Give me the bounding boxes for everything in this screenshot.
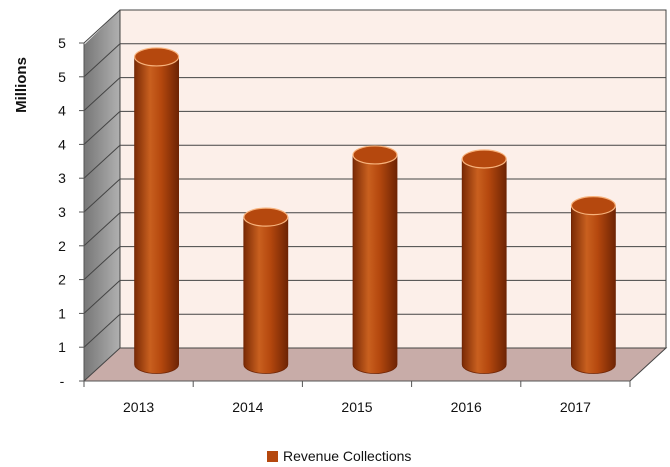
gridline-side [83, 43, 121, 78]
gridline-side [83, 111, 121, 145]
bar-top [352, 145, 398, 165]
y-tick-label: 4 [58, 103, 66, 119]
bar-top [243, 207, 289, 227]
gridline-side [83, 280, 121, 314]
y-tick-label: 3 [58, 170, 66, 186]
y-tick-label: - [60, 373, 65, 389]
gridline-side [83, 212, 121, 247]
x-tick-label: 2017 [560, 399, 591, 415]
y-axis-title: Millions [13, 57, 30, 113]
legend-swatch [267, 450, 278, 462]
bar-body [461, 158, 507, 374]
gridline-side [83, 144, 121, 179]
y-tick-label: 5 [58, 35, 66, 51]
gridline-side [83, 77, 121, 111]
bar-top [134, 47, 180, 67]
bar-body [352, 154, 398, 374]
bar [352, 145, 398, 374]
gridline-side [83, 246, 121, 280]
bar-body [571, 205, 616, 374]
y-tick-label: 1 [58, 305, 66, 321]
bar-body [243, 216, 289, 374]
x-axis: 2013 2014 2015 2016 2017 [83, 380, 631, 415]
y-axis: - 1 1 2 2 3 3 4 4 5 5 [58, 35, 85, 389]
x-tick-label: 2013 [123, 399, 154, 415]
y-tick-label: 2 [58, 238, 66, 254]
legend: Revenue Collections [267, 448, 411, 464]
bar [570, 196, 617, 374]
y-tick-label: 2 [58, 272, 66, 288]
bar-top [461, 149, 507, 169]
x-tick-label: 2015 [341, 399, 372, 415]
y-tick-label: 3 [58, 204, 66, 220]
y-tick-label: 5 [58, 69, 66, 85]
x-tick-label: 2014 [232, 399, 263, 415]
bar [243, 207, 289, 374]
bar [461, 149, 507, 374]
x-tick-label: 2016 [451, 399, 482, 415]
y-tick-label: 4 [58, 136, 66, 152]
gridline-side [83, 9, 121, 44]
bar-top [570, 196, 617, 216]
bar [134, 47, 180, 374]
legend-label: Revenue Collections [283, 448, 412, 464]
bar-body [134, 56, 179, 374]
gridline-side [83, 178, 121, 213]
gridline-side [83, 313, 121, 348]
bars [134, 47, 617, 374]
y-tick-label: 1 [58, 339, 66, 355]
